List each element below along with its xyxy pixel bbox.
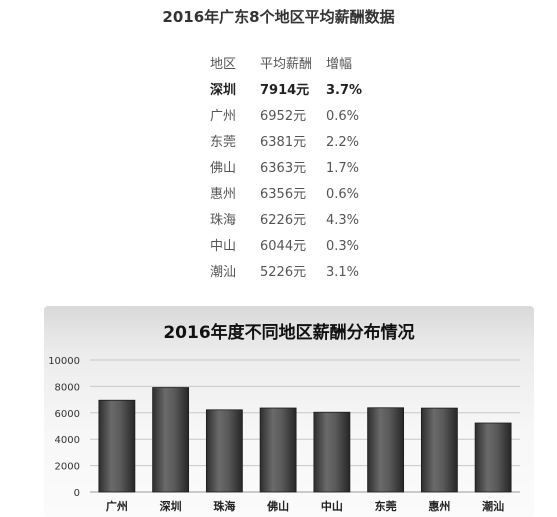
bar-2 bbox=[152, 387, 190, 493]
x-tick-label: 潮汕 bbox=[482, 499, 504, 513]
cell-salary: 6952元 bbox=[260, 109, 307, 124]
table-row: 潮汕 5226元 3.1% bbox=[200, 260, 400, 286]
cell-growth: 3.7% bbox=[326, 83, 363, 98]
table-row: 深圳 7914元 3.7% bbox=[200, 78, 400, 104]
header-region: 地区 bbox=[210, 57, 237, 72]
bar-5 bbox=[313, 411, 351, 493]
bar-3 bbox=[205, 409, 243, 493]
cell-region: 佛山 bbox=[210, 161, 237, 176]
table-row: 珠海 6226元 4.3% bbox=[200, 208, 400, 234]
x-tick-label: 珠海 bbox=[213, 499, 235, 513]
y-tick-label: 2000 bbox=[55, 462, 80, 473]
table-row: 惠州 6356元 0.6% bbox=[200, 182, 400, 208]
bar-7 bbox=[420, 407, 458, 493]
cell-salary: 6356元 bbox=[260, 187, 307, 202]
cell-region: 珠海 bbox=[210, 213, 237, 228]
x-tick-label: 广州 bbox=[106, 499, 128, 513]
header-salary: 平均薪酬 bbox=[260, 57, 313, 72]
cell-salary: 6044元 bbox=[260, 239, 307, 254]
table-row: 中山 6044元 0.3% bbox=[200, 234, 400, 260]
salary-table: 地区 平均薪酬 增幅 深圳 7914元 3.7% 广州 6952元 0.6% 东莞 6381元… bbox=[200, 52, 400, 286]
x-tick-label: 中山 bbox=[321, 499, 343, 513]
bar-6 bbox=[367, 407, 405, 493]
table-header-row: 地区 平均薪酬 增幅 bbox=[200, 52, 400, 78]
cell-growth: 3.1% bbox=[326, 265, 360, 280]
cell-salary: 6363元 bbox=[260, 161, 307, 176]
y-tick-label: 8000 bbox=[55, 382, 80, 393]
table-row: 佛山 6363元 1.7% bbox=[200, 156, 400, 182]
cell-region: 中山 bbox=[210, 239, 237, 254]
table-row: 广州 6952元 0.6% bbox=[200, 104, 400, 130]
cell-region: 惠州 bbox=[210, 187, 237, 202]
chart-title: 2016年度不同地区薪酬分布情况 bbox=[163, 323, 415, 343]
y-tick-label: 4000 bbox=[55, 435, 80, 446]
cell-growth: 1.7% bbox=[326, 161, 360, 176]
cell-growth: 0.6% bbox=[326, 109, 360, 124]
table-row: 东莞 6381元 2.2% bbox=[200, 130, 400, 156]
bar-8 bbox=[474, 422, 512, 493]
bar-4 bbox=[259, 407, 297, 493]
x-tick-label: 深圳 bbox=[160, 499, 182, 513]
cell-growth: 0.6% bbox=[326, 187, 360, 202]
y-tick-label: 0 bbox=[74, 488, 80, 499]
cell-growth: 4.3% bbox=[326, 213, 360, 228]
cell-salary: 5226元 bbox=[260, 265, 307, 280]
x-tick-label: 东莞 bbox=[375, 499, 397, 513]
page-title: 2016年广东8个地区平均薪酬数据 bbox=[162, 8, 395, 26]
cell-salary: 7914元 bbox=[260, 83, 310, 98]
bar-1 bbox=[98, 399, 136, 493]
cell-region: 东莞 bbox=[210, 135, 237, 150]
cell-salary: 6381元 bbox=[260, 135, 307, 150]
cell-region: 深圳 bbox=[210, 83, 237, 98]
header-growth: 增幅 bbox=[326, 57, 353, 72]
x-tick-label: 佛山 bbox=[266, 499, 289, 513]
cell-salary: 6226元 bbox=[260, 213, 307, 228]
cell-growth: 0.3% bbox=[326, 239, 360, 254]
cell-region: 广州 bbox=[210, 109, 237, 124]
y-tick-label: 10000 bbox=[48, 356, 80, 367]
cell-growth: 2.2% bbox=[326, 135, 360, 150]
x-tick-label: 惠州 bbox=[428, 499, 450, 513]
table-body: 深圳 7914元 3.7% 广州 6952元 0.6% 东莞 6381元 2.2% 佛山 6363元… bbox=[200, 78, 400, 286]
y-tick-label: 6000 bbox=[55, 409, 80, 420]
cell-region: 潮汕 bbox=[210, 265, 237, 280]
